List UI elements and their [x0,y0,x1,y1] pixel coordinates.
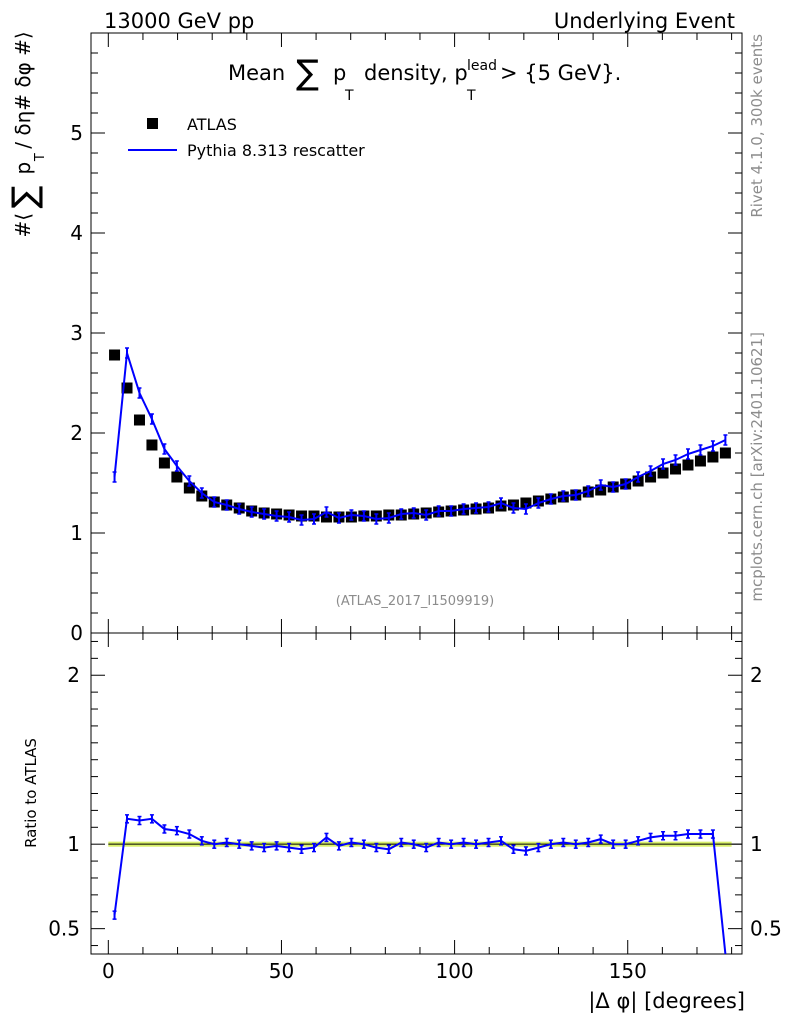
x-tick-label: 0 [102,959,115,983]
x-axis-label: |Δ φ| [degrees] [588,989,745,1014]
main-y-tick-label: 0 [70,621,83,645]
legend-data-label: ATLAS [187,115,237,134]
plot-title: Mean ∑ p T density, p T lead > {5 GeV}. [228,51,621,105]
ratio-y-tick-label: 0.5 [48,917,80,941]
atlas-data-point [183,482,195,494]
main-y-tick-label: 1 [70,521,83,545]
atlas-data-point [146,439,158,451]
atlas-data-point [121,382,133,394]
atlas-data-point [707,451,719,463]
atlas-data-point [670,463,682,475]
ratio-y-tick-label-right: 2 [750,663,763,687]
ratio-series-line [113,817,727,955]
main-y-axis-label: #⟨ ∑ p T / δη# δφ #⟩ [5,31,49,237]
analysis-id: (ATLAS_2017_I1509919) [336,594,494,609]
rivet-version-label: Rivet 4.1.0, 300k events [748,34,766,218]
atlas-data-point [133,414,145,426]
x-tick-label: 100 [435,959,473,983]
atlas-data-point [694,455,706,467]
ratio-y-tick-label: 2 [67,663,80,687]
ratio-y-tick-label: 1 [67,832,80,856]
ratio-y-axis-label: Ratio to ATLAS [22,738,40,848]
main-y-tick-label: 4 [70,221,83,245]
x-tick-label: 150 [609,959,647,983]
ratio-plot-frame [90,632,743,955]
atlas-data-point [657,467,669,479]
ratio-y-tick-label-right: 1 [750,832,763,856]
ratio-y-tick-label-right: 0.5 [750,917,782,941]
atlas-data-point [520,497,532,509]
atlas-data-point [171,471,183,483]
process-label: Underlying Event [554,9,735,33]
legend-mc-label: Pythia 8.313 rescatter [187,141,365,160]
main-data-marks [109,347,731,526]
collision-label: 13000 GeV pp [104,9,254,33]
atlas-data-point [645,471,657,483]
mc-series-line [113,352,726,522]
main-y-tick-label: 3 [70,321,83,345]
legend-data-marker [147,118,158,129]
ratio-data-marks [112,814,727,955]
atlas-data-point [719,447,731,459]
atlas-data-point [109,349,121,361]
svg-text:#⟨ ∑ p T: #⟨ ∑ p T / δη# δφ #⟩ [5,31,49,237]
main-axis-ticks: 0 1 2 3 4 5 [70,32,742,645]
x-tick-label: 50 [269,959,294,983]
main-y-tick-label: 2 [70,421,83,445]
main-y-tick-label: 5 [70,121,83,145]
atlas-data-point [158,457,170,469]
atlas-data-point [682,459,694,471]
mcplots-label: mcplots.cern.ch [arXiv:2401.10621] [748,332,766,602]
ratio-axis-ticks: 0.5 0.5 1 1 2 2 0 50 100 150 [48,633,782,983]
